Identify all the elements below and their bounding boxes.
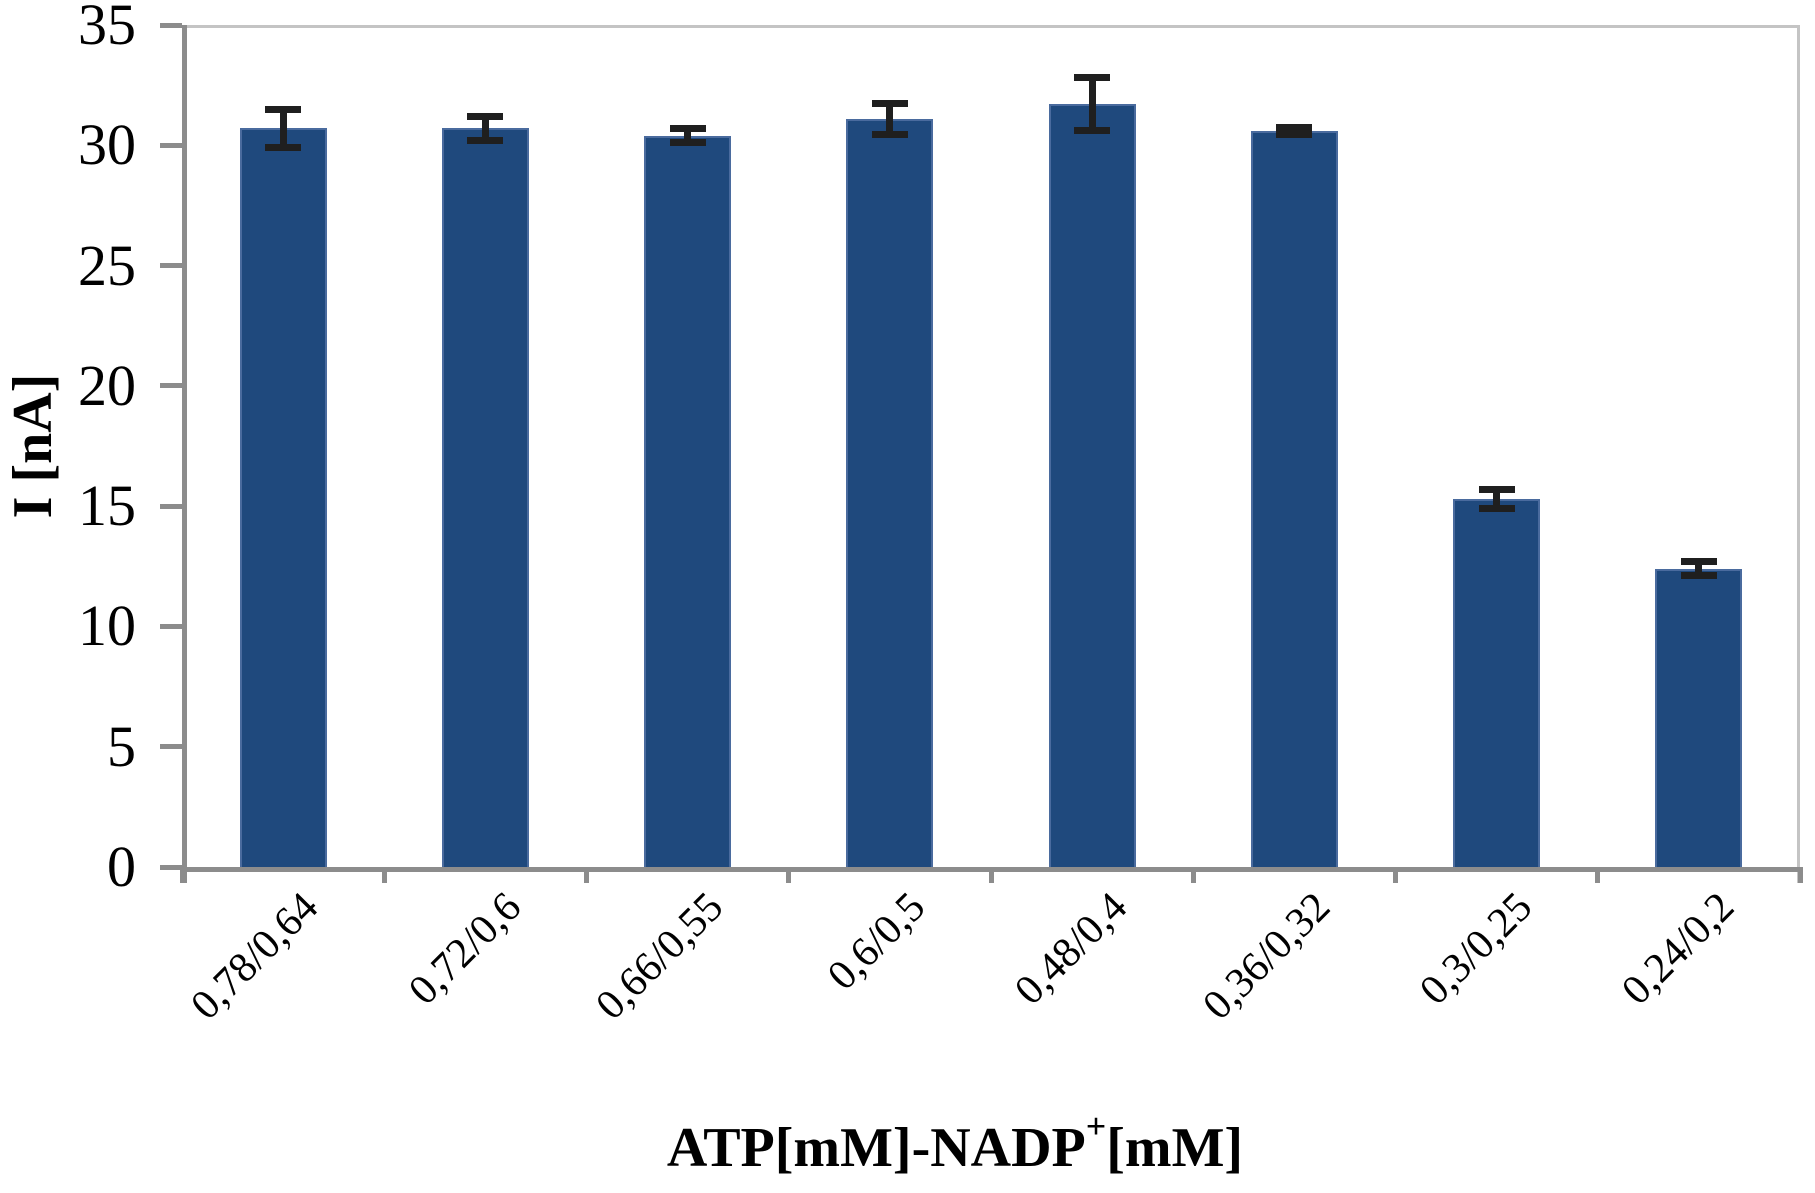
x-axis-title-text: ATP[mM]-NADP	[666, 1117, 1086, 1179]
error-bar-cap-bottom	[467, 136, 504, 144]
x-category-label: 0,78/0,64	[182, 884, 328, 1029]
y-tick-label: 30	[78, 112, 136, 178]
error-bar-cap-bottom	[1680, 572, 1717, 580]
y-tick	[160, 744, 182, 750]
x-tick	[1595, 867, 1601, 883]
error-bar-stem	[279, 109, 287, 148]
y-tick-label: 35	[78, 0, 136, 57]
bar	[1655, 568, 1743, 867]
error-bar-stem	[1695, 561, 1703, 576]
y-tick	[160, 263, 182, 269]
x-tick	[1190, 867, 1196, 883]
error-bar-cap-bottom	[871, 130, 908, 138]
y-tick-label: 5	[107, 713, 136, 779]
y-tick	[160, 503, 182, 509]
error-bar-cap-bottom	[1478, 505, 1515, 513]
error-bar-cap-top	[1478, 485, 1515, 493]
x-tick	[988, 867, 994, 883]
y-tick-label: 0	[107, 834, 136, 899]
plot-frame-top	[182, 25, 1800, 28]
bar	[441, 128, 529, 867]
y-axis-line	[182, 25, 187, 883]
x-tick	[1393, 867, 1398, 883]
error-bar-stem	[1493, 489, 1501, 509]
error-bar-cap-bottom	[265, 144, 302, 152]
error-bar-stem	[684, 128, 692, 143]
x-tick	[1797, 867, 1803, 883]
x-tick	[584, 867, 589, 883]
x-tick	[381, 867, 387, 883]
bar	[1048, 104, 1136, 867]
y-tick-label: 25	[78, 232, 136, 298]
x-category-label: 0,48/0,4	[1006, 884, 1137, 1014]
y-tick	[160, 142, 182, 148]
error-bar-cap-top	[1276, 123, 1313, 131]
error-bar-cap-bottom	[669, 139, 706, 147]
y-tick	[160, 383, 182, 389]
error-bar-stem	[1290, 127, 1298, 135]
error-bar-cap-bottom	[1276, 130, 1313, 138]
x-tick	[179, 867, 185, 883]
y-tick	[160, 864, 182, 870]
error-bar-cap-top	[871, 99, 908, 107]
y-tick-label: 15	[78, 473, 136, 539]
x-tick	[786, 867, 792, 883]
x-category-label: 0,36/0,32	[1194, 884, 1339, 1029]
y-tick-label: 20	[78, 352, 136, 418]
x-category-label: 0,6/0,5	[819, 884, 935, 1000]
x-axis-title-unit: [mM]	[1106, 1117, 1244, 1179]
bar	[1250, 130, 1338, 867]
x-axis-title-superscript: +	[1085, 1106, 1107, 1146]
x-category-label: 0,66/0,55	[587, 884, 733, 1029]
x-category-label: 0,3/0,25	[1411, 884, 1542, 1014]
error-bar-stem	[1088, 77, 1096, 131]
y-tick-label: 10	[78, 593, 136, 659]
bar	[239, 128, 327, 867]
error-bar-cap-top	[467, 112, 504, 120]
bar	[644, 135, 732, 867]
plot-frame-right	[1797, 25, 1800, 883]
x-axis-title: ATP[mM]-NADP+[mM]	[182, 1108, 1728, 1179]
error-bar-stem	[886, 103, 894, 135]
bar	[1453, 498, 1541, 867]
x-category-label: 0,24/0,2	[1613, 884, 1744, 1014]
error-bar-cap-bottom	[1074, 127, 1111, 135]
error-bar-stem	[481, 116, 489, 141]
bar	[846, 118, 934, 867]
error-bar-cap-top	[1680, 557, 1717, 565]
error-bar-cap-top	[1074, 74, 1111, 82]
error-bar-cap-top	[265, 105, 302, 113]
y-tick	[160, 623, 182, 629]
x-category-label: 0,72/0,6	[400, 884, 530, 1014]
error-bar-cap-top	[669, 124, 706, 132]
y-tick	[160, 22, 182, 28]
